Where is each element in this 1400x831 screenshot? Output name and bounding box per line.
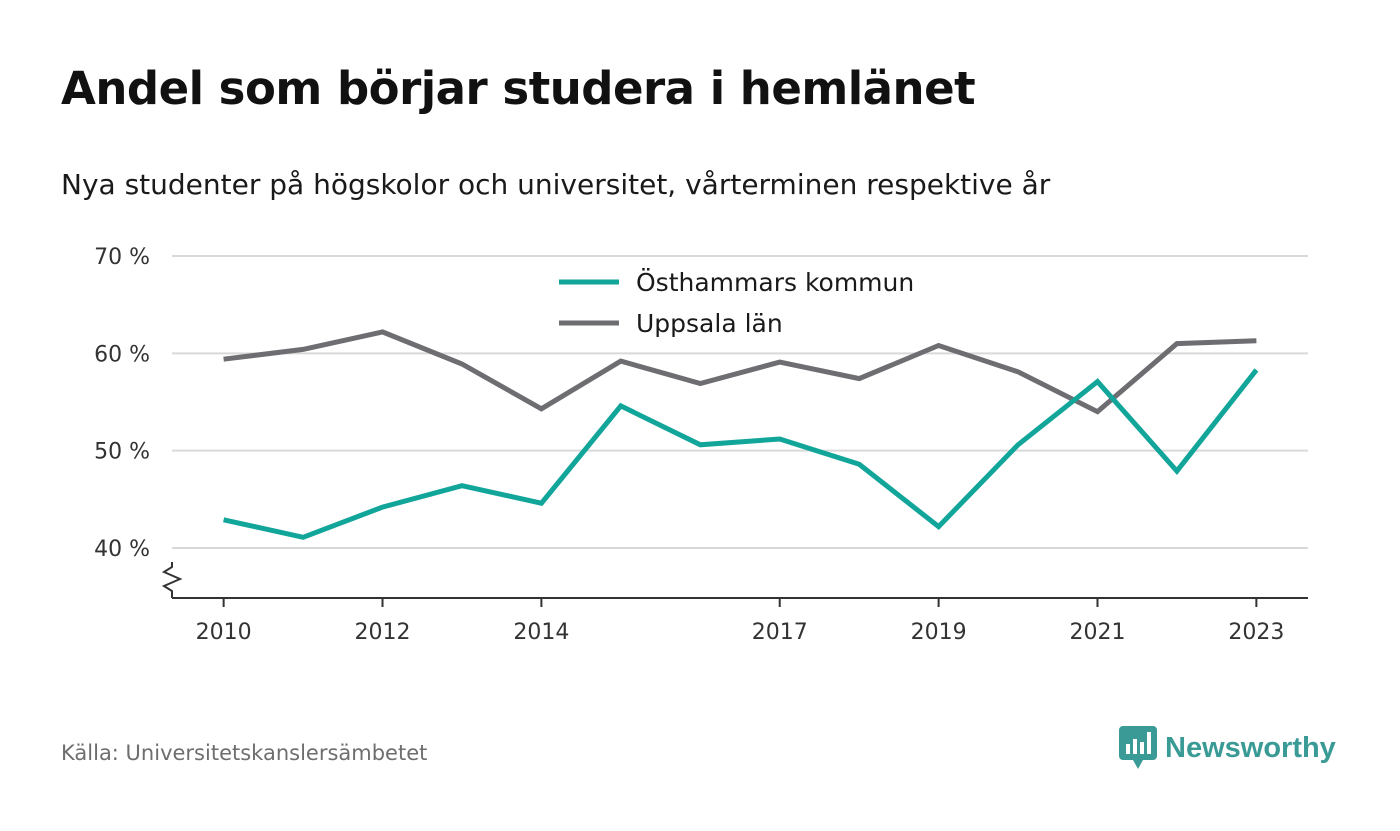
x-tick-label-2021: 2021 [1069, 620, 1125, 645]
x-tick-label-2014: 2014 [513, 620, 569, 645]
y-tick-label-40: 40 % [94, 537, 150, 562]
x-tick-label-2010: 2010 [196, 620, 252, 645]
chart-subtitle: Nya studenter på högskolor och universit… [61, 168, 1051, 201]
chart-title: Andel som börjar studera i hemlänet [61, 62, 976, 115]
legend-label-0: Östhammars kommun [636, 268, 914, 297]
x-tick-label-2017: 2017 [752, 620, 808, 645]
brand-logo: Newsworthy [1119, 726, 1336, 770]
y-tick-label-70: 70 % [94, 245, 150, 270]
y-tick-label-50: 50 % [94, 440, 150, 465]
series-line-osthammars-kommun [223, 368, 1259, 540]
y-tick-label-60: 60 % [94, 342, 150, 367]
brand-name: Newsworthy [1165, 731, 1336, 764]
legend-label-1: Uppsala län [636, 309, 783, 338]
source-note: Källa: Universitetskanslersämbetet [61, 741, 428, 765]
x-tick-label-2019: 2019 [911, 620, 967, 645]
x-tick-label-2023: 2023 [1228, 620, 1284, 645]
bar-chart-speech-bubble-icon [1119, 726, 1157, 769]
x-tick-label-2012: 2012 [355, 620, 411, 645]
y-axis-break-icon [161, 562, 183, 598]
series-line-uppsala-lan [223, 329, 1257, 415]
